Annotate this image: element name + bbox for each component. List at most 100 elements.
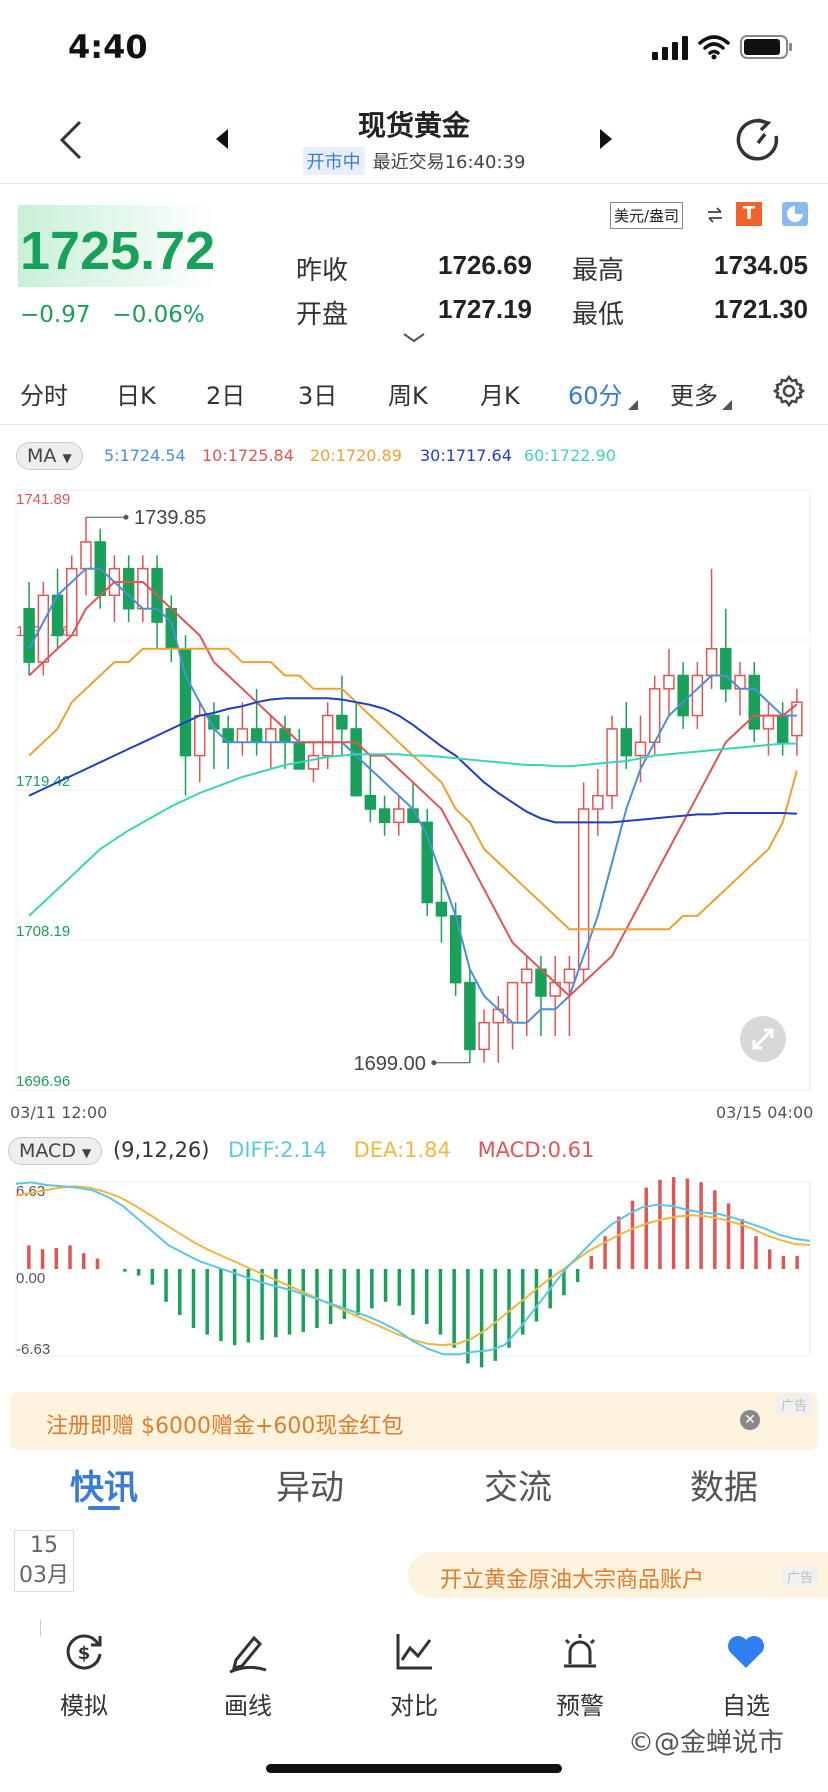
ma20-value: 20:1720.89: [310, 446, 402, 465]
tab-week-k[interactable]: 周K: [388, 382, 428, 410]
macd-params: (9,12,26): [112, 1138, 210, 1162]
tab-flash-news[interactable]: 快讯: [70, 1468, 138, 1508]
tab-discussion[interactable]: 交流: [484, 1468, 552, 1508]
ma-line: [28, 697, 797, 824]
low-annotation-dot: [431, 1060, 437, 1066]
tab-2-day[interactable]: 2日: [206, 382, 246, 410]
candle-body: [762, 714, 775, 730]
nav-watchlist[interactable]: 自选: [686, 1630, 806, 1721]
macd-frame: [15, 1181, 811, 1357]
ma-line: [28, 581, 798, 998]
page-title: 现货黄金: [357, 109, 470, 142]
close-icon[interactable]: ✕: [740, 1410, 760, 1430]
ad-tag-2: 广告: [782, 1566, 819, 1587]
candle-body: [364, 794, 377, 810]
nav-simulate[interactable]: $ 模拟: [24, 1630, 144, 1721]
diff-value: DIFF:2.14: [228, 1138, 327, 1162]
svg-text:$: $: [78, 1643, 91, 1664]
tab-flash-news-underline: [88, 1506, 120, 1510]
candle-body: [691, 674, 704, 717]
open-label: 开盘: [296, 300, 349, 330]
macd-selector-label: MACD: [19, 1140, 76, 1162]
tab-data[interactable]: 数据: [690, 1468, 758, 1508]
ma10-value: 10:1725.84: [202, 446, 294, 465]
news-date: 15 03月: [14, 1530, 74, 1592]
ma30-value: 30:1717.64: [420, 446, 512, 465]
candle-body: [677, 674, 689, 717]
last-trade-time: 最近交易16:40:39: [372, 152, 526, 173]
candle-body: [506, 981, 519, 1024]
chevron-down-icon: ▼: [62, 451, 72, 465]
ma-selector[interactable]: MA ▼: [16, 442, 83, 470]
candle-body: [336, 714, 348, 730]
account-banner-text: 开立黄金原油大宗商品账户: [440, 1568, 705, 1593]
candlestick-chart[interactable]: 1741.891730.661719.421708.191696.961739.…: [0, 480, 828, 1380]
candle-body: [577, 808, 590, 971]
candle-body: [350, 728, 362, 797]
nav-simulate-label: 模拟: [60, 1692, 108, 1720]
tab-more[interactable]: 更多: [670, 382, 718, 410]
news-date-day: 15: [30, 1533, 58, 1558]
battery-icon: [740, 35, 792, 59]
fullscreen-button[interactable]: [740, 1016, 786, 1062]
x-end-label: 03/15 04:00: [716, 1103, 814, 1122]
refresh-icon[interactable]: [734, 116, 782, 164]
next-instrument-icon[interactable]: [598, 128, 614, 150]
back-arrow-icon[interactable]: [56, 118, 86, 162]
macd-selector[interactable]: MACD ▼: [8, 1137, 103, 1165]
settings-gear-icon[interactable]: [772, 374, 806, 408]
nav-alert[interactable]: 预警: [520, 1630, 640, 1721]
promo-banner[interactable]: [10, 1392, 818, 1450]
tab-fenshi[interactable]: 分时: [20, 382, 68, 410]
candle-body: [421, 821, 433, 904]
tab-month-k[interactable]: 月K: [480, 382, 520, 410]
ma-selector-label: MA: [27, 445, 57, 467]
nav-draw-line-label: 画线: [224, 1692, 272, 1720]
low-label: 最低: [572, 300, 625, 330]
candle-body: [393, 808, 405, 824]
ma-line: [28, 742, 797, 917]
candle-body: [23, 607, 35, 663]
tab-more-dropdown-icon[interactable]: [722, 400, 732, 410]
candle-body: [634, 741, 647, 757]
open-value: 1727.19: [438, 294, 532, 324]
diff-line: [15, 1181, 811, 1356]
low-annotation-label: 1699.00: [354, 1053, 426, 1075]
candle-body: [435, 901, 448, 917]
cellular-signal-icon: [652, 36, 688, 60]
nav-compare[interactable]: 对比: [354, 1630, 474, 1721]
candle-body: [663, 674, 675, 690]
macd-y-tick-label: 0.00: [16, 1270, 45, 1287]
price-highlight: [18, 205, 218, 287]
candle-body: [236, 728, 249, 744]
macd-y-tick-label: -6.63: [16, 1341, 50, 1358]
tab-day-k[interactable]: 日K: [116, 382, 156, 410]
y-tick-label: 1741.89: [16, 491, 70, 508]
candle-body: [776, 714, 789, 744]
candle-body: [307, 754, 320, 770]
candle-body: [321, 714, 334, 757]
status-time: 4:40: [68, 28, 148, 66]
tab-60-min[interactable]: 60分: [568, 382, 623, 410]
prev-instrument-icon[interactable]: [214, 128, 230, 150]
high-annotation-dot: [123, 514, 129, 520]
account-banner[interactable]: [408, 1552, 828, 1598]
high-value: 1734.05: [714, 250, 808, 280]
home-indicator[interactable]: [266, 1764, 562, 1773]
candle-body: [165, 607, 178, 650]
nav-draw-line[interactable]: 画线: [188, 1630, 308, 1721]
tab-60-min-dropdown-icon[interactable]: [628, 400, 638, 410]
high-annotation-label: 1739.85: [134, 507, 206, 529]
promo-banner-text: 注册即赠 $6000赠金+600现金红包: [46, 1414, 404, 1439]
price-change: −0.97 −0.06%: [20, 302, 205, 328]
pie-chart-icon[interactable]: [782, 202, 808, 226]
trade-status: 开市中 最近交易16:40:39: [0, 147, 828, 175]
alarm-bell-icon: [564, 1634, 596, 1668]
tab-movement[interactable]: 异动: [276, 1468, 344, 1508]
t-indicator-icon[interactable]: T: [736, 202, 762, 226]
expand-chevron-icon[interactable]: [402, 332, 426, 344]
tab-3-day[interactable]: 3日: [298, 382, 338, 410]
swap-icon[interactable]: [706, 206, 724, 224]
candle-body: [80, 541, 92, 570]
candle-body: [293, 741, 305, 770]
